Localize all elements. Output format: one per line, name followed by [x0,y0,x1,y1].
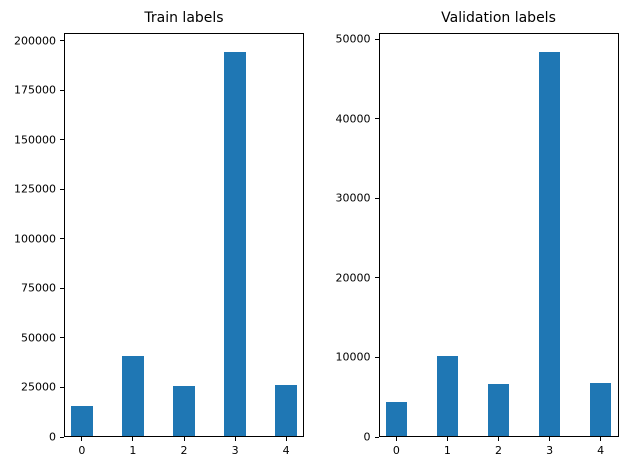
x-tick-mark [395,437,397,441]
x-tick-label: 4 [282,444,290,457]
x-tick-label: 4 [597,444,605,457]
y-tick-label: 30000 [335,191,371,205]
x-tick-mark [132,437,134,441]
y-tick-label: 25000 [21,380,56,394]
y-tick-mark [60,337,64,339]
y-tick-mark [60,40,64,42]
y-tick-label: 20000 [335,271,371,285]
y-tick-label: 125000 [14,182,56,196]
x-tick-label: 2 [495,444,502,457]
x-tick-label: 3 [546,444,554,457]
x-tick-mark [234,437,236,441]
y-tick-label: 0 [363,430,371,444]
bar [589,382,612,436]
x-tick-mark [183,437,185,441]
y-tick-mark [374,118,379,120]
y-tick-mark [60,238,64,240]
x-tick-label: 1 [443,444,451,457]
x-tick-mark [549,437,551,441]
plot-area [378,33,619,437]
y-tick-label: 150000 [14,133,56,147]
y-tick-label: 10000 [335,350,371,364]
bar [224,51,246,436]
x-tick-mark [285,437,287,441]
x-tick-label: 0 [78,444,86,457]
y-tick-mark [374,356,379,358]
bar [122,355,144,436]
bar [71,406,93,436]
y-tick-mark [374,436,379,438]
x-tick-label: 0 [392,444,400,457]
y-tick-mark [60,139,64,141]
bar [487,384,510,436]
y-tick-mark [60,188,64,190]
y-tick-label: 0 [49,430,56,444]
y-tick-mark [374,38,379,40]
chart-title: Train labels [144,10,224,26]
chart-title: Validation labels [441,10,556,26]
x-tick-label: 1 [129,444,137,457]
x-tick-mark [81,437,83,441]
train-labels-chart: Train labels 0 25000 50000 75000 100000 12500… [14,10,304,457]
y-tick-label: 50000 [335,32,371,46]
x-tick-mark [498,437,499,441]
bar [173,385,195,436]
x-tick-label: 2 [180,444,188,457]
validation-labels-chart: Validation labels 0 10000 20000 30000 40000 5… [315,0,629,470]
y-tick-mark [60,89,64,91]
y-tick-mark [374,197,379,199]
y-tick-label: 50000 [21,331,56,345]
x-tick-mark [600,437,602,441]
bar [436,355,459,436]
y-tick-mark [374,277,379,279]
y-tick-label: 40000 [335,112,371,126]
y-tick-label: 175000 [14,83,56,97]
plot-area [64,33,304,437]
bar [385,401,408,436]
bar [538,51,561,436]
y-tick-label: 100000 [14,232,56,246]
y-tick-mark [60,436,64,438]
bar [275,384,297,436]
y-tick-label: 75000 [21,281,56,295]
x-tick-mark [446,437,448,441]
x-tick-label: 3 [231,444,239,457]
y-tick-mark [60,386,64,388]
y-tick-label: 200000 [14,34,56,48]
y-tick-mark [60,287,64,289]
